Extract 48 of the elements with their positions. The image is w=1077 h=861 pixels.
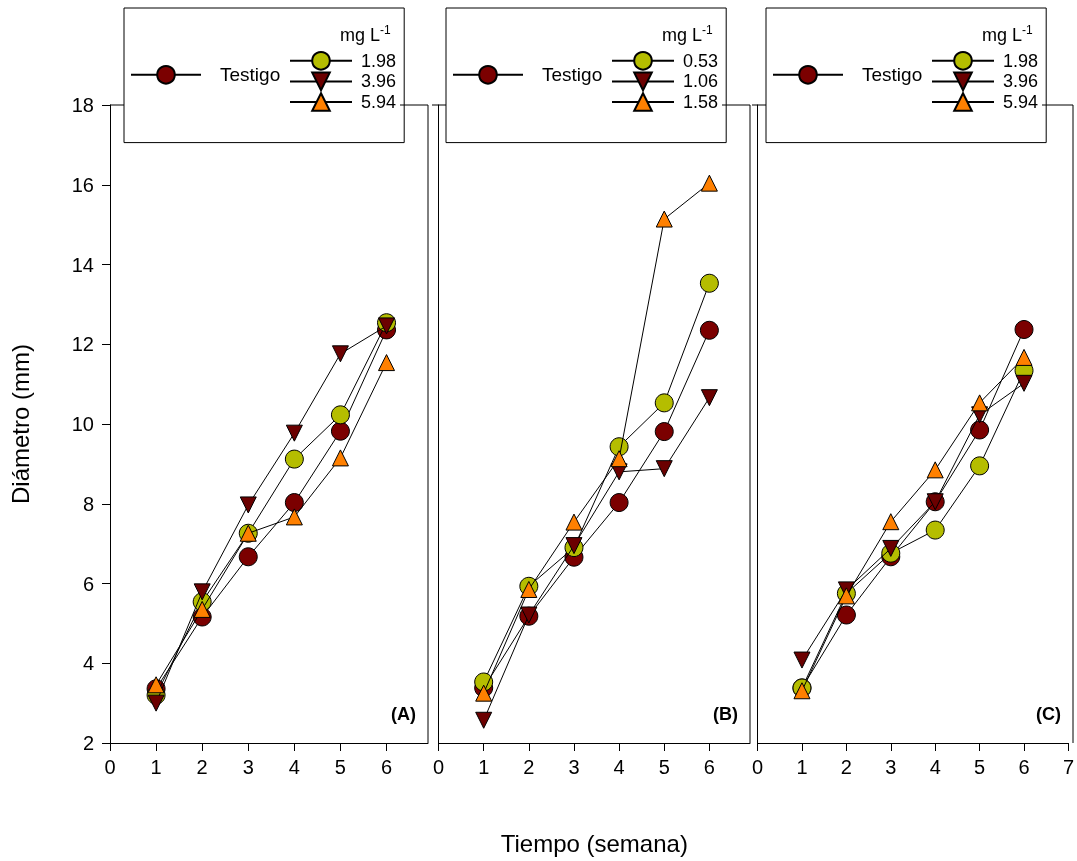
- y-tick-label: 18: [71, 94, 94, 116]
- y-tick-label: 14: [71, 253, 94, 276]
- x-tick-label: 6: [1018, 756, 1030, 778]
- x-tick-label: 0: [433, 756, 445, 778]
- x-tick-label: 0: [752, 756, 764, 778]
- legend-label: Testigo: [220, 64, 281, 86]
- x-tick-label: 4: [929, 756, 941, 778]
- legend-label: 3.96: [1003, 71, 1039, 92]
- legend-label: 5.94: [1003, 92, 1039, 112]
- legend-label: 3.96: [361, 71, 397, 92]
- annotation: (A): [391, 704, 417, 724]
- x-axis-title: Tiempo (semana): [500, 829, 688, 857]
- y-tick-label: 2: [82, 732, 94, 754]
- annotation: (C): [1036, 704, 1062, 724]
- x-tick-label: 5: [334, 756, 346, 778]
- y-tick-label: 12: [71, 333, 94, 356]
- x-tick-label: 1: [478, 756, 490, 778]
- legend-label: Testigo: [542, 64, 603, 86]
- x-tick-label: 5: [974, 756, 986, 778]
- x-tick-label: 3: [242, 756, 254, 778]
- legend-label: 1.58: [683, 92, 719, 112]
- annotation: (B): [713, 704, 739, 724]
- legend-label: 5.94: [361, 92, 397, 112]
- x-tick-label: 5: [658, 756, 670, 778]
- legend-label: 0.53: [683, 50, 719, 71]
- x-tick-label: 7: [1062, 756, 1074, 778]
- x-tick-label: 3: [885, 756, 897, 778]
- x-tick-label: 4: [613, 756, 625, 778]
- x-tick-label: 2: [523, 756, 535, 778]
- y-tick-label: 8: [82, 492, 94, 515]
- y-tick-label: 10: [71, 413, 94, 435]
- legend-label: 1.98: [1003, 50, 1039, 71]
- x-tick-label: 0: [104, 756, 116, 778]
- y-tick-label: 16: [71, 173, 94, 196]
- x-tick-label: 2: [196, 756, 208, 778]
- legend-label: Testigo: [862, 64, 923, 86]
- x-tick-label: 4: [288, 756, 300, 778]
- x-tick-label: 6: [703, 756, 715, 778]
- y-axis-title: Diámetro (mm): [6, 344, 34, 504]
- x-tick-label: 1: [150, 756, 162, 778]
- legend-label: 1.98: [361, 50, 397, 71]
- y-tick-label: 6: [82, 572, 94, 595]
- x-tick-label: 3: [568, 756, 580, 778]
- x-tick-label: 6: [380, 756, 393, 778]
- legend-label: 1.06: [683, 71, 719, 92]
- x-tick-label: 1: [796, 756, 808, 778]
- y-tick-label: 4: [82, 652, 94, 675]
- x-tick-label: 2: [840, 756, 852, 778]
